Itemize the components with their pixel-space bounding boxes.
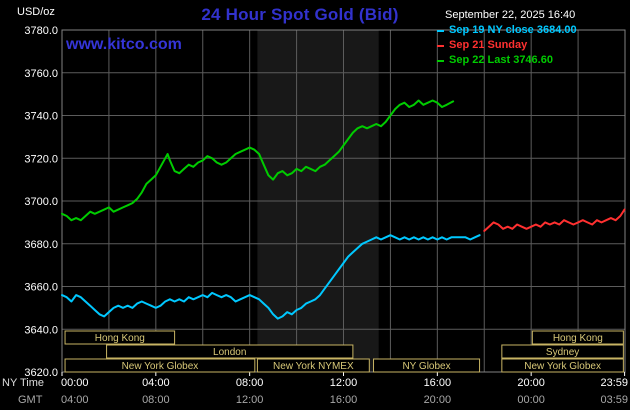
- y-axis-tick-label: 3740.0: [24, 111, 58, 123]
- market-session-label: Hong Kong: [95, 333, 145, 344]
- y-axis-tick-label: 3660.0: [24, 282, 58, 294]
- y-axis-tick-label: 3640.0: [24, 324, 58, 336]
- x-axis-tick-label-ny: 12:00: [330, 377, 358, 389]
- x-axis-tick-label-ny: 08:00: [236, 377, 264, 389]
- y-axis-tick-label: 3720.0: [24, 153, 58, 165]
- x-axis-tick-label-ny: 16:00: [424, 377, 452, 389]
- market-session-box: [64, 358, 256, 373]
- y-axis-tick-label: 3700.0: [24, 196, 58, 208]
- market-session-label: NY Globex: [402, 361, 450, 372]
- market-session-box: [373, 358, 481, 373]
- market-session-box: [531, 330, 624, 345]
- series-line-sep19: [61, 234, 481, 320]
- market-session-label: London: [213, 347, 246, 358]
- legend-item-sep21: Sep 21 Sunday: [437, 38, 629, 53]
- y-axis-tick-label: 3620.0: [24, 367, 58, 379]
- x-axis-tick-label-ny: 04:00: [142, 377, 170, 389]
- y-axis-tick-label: 3780.0: [24, 25, 58, 37]
- legend-label-sep22: Sep 22 Last 3746.60: [449, 54, 553, 66]
- x-axis-tick-label-gmt: 00:00: [517, 394, 545, 406]
- x-axis-tick-label-gmt: 08:00: [142, 394, 170, 406]
- x-axis-tick-label-gmt: 20:00: [424, 394, 452, 406]
- x-axis-tick-label-ny: 00:00: [61, 377, 89, 389]
- market-session-label: New York Globex: [122, 361, 199, 372]
- series-line-sep22: [61, 99, 455, 222]
- market-session-box: [106, 344, 354, 359]
- x-axis-tick-label-gmt: 12:00: [236, 394, 264, 406]
- market-session-box: [501, 344, 624, 359]
- legend-dash-icon: [437, 59, 444, 62]
- x-axis-tick-label-ny: 23:59: [600, 377, 628, 389]
- market-session-label: New York NYMEX: [273, 361, 354, 372]
- legend-label-sep21: Sep 21 Sunday: [449, 39, 528, 51]
- legend-label-sep19: Sep 19 NY close 3684.00: [449, 24, 577, 36]
- market-session-box: [256, 358, 370, 373]
- y-axis-tick-label: 3680.0: [24, 239, 58, 251]
- market-session-label: Hong Kong: [553, 333, 603, 344]
- series-line-sep21: [483, 208, 626, 232]
- legend-item-sep22: Sep 22 Last 3746.60: [437, 53, 629, 68]
- y-axis-units-label: USD/oz: [17, 6, 55, 18]
- x-axis-tick-label-gmt: 03:59: [600, 394, 628, 406]
- chart-datetime: September 22, 2025 16:40: [445, 9, 576, 21]
- market-session-box: [501, 358, 624, 373]
- legend-item-sep19: Sep 19 NY close 3684.00: [437, 23, 629, 38]
- market-session-box: [64, 330, 176, 345]
- kitco-link[interactable]: www.kitco.com: [66, 36, 182, 53]
- chart-title: 24 Hour Spot Gold (Bid): [201, 5, 399, 24]
- x-axis-ny-time-label: NY Time: [2, 377, 44, 389]
- market-session-label: New York Globex: [524, 361, 601, 372]
- x-axis-tick-label-gmt: 04:00: [61, 394, 89, 406]
- chart-info-block: September 22, 2025 16:40 Sep 19 NY close…: [437, 8, 629, 68]
- legend-dash-icon: [437, 44, 444, 47]
- market-session-label: Sydney: [546, 347, 579, 358]
- y-axis-tick-label: 3760.0: [24, 68, 58, 80]
- x-axis-tick-label-gmt: 16:00: [330, 394, 358, 406]
- legend-dash-icon: [437, 29, 444, 32]
- x-axis-gmt-label: GMT: [18, 394, 43, 406]
- x-axis-tick-label-ny: 20:00: [517, 377, 545, 389]
